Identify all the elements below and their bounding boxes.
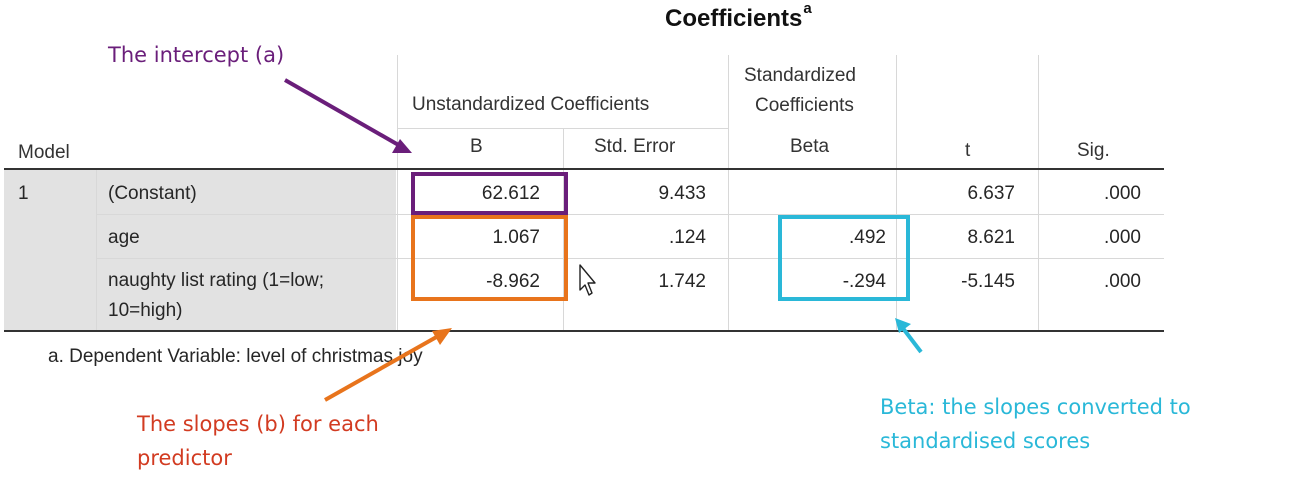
header-divider [1038,55,1039,330]
cell-std-error-naughty: 1.742 [658,271,706,292]
beta-arrow-icon [895,318,923,354]
header-unstandardized-coefficients: Unstandardized Coefficients [412,94,650,115]
beta-annotation-line1: Beta: the slopes converted to [880,395,1191,419]
row-label-age: age [108,227,140,248]
slopes-highlight-box [411,215,568,301]
header-b: B [470,136,483,157]
cell-beta-age: .492 [849,227,886,248]
header-bottom-rule [4,168,1164,170]
cell-sig-constant: .000 [1104,183,1141,204]
header-divider [896,55,897,330]
row-label-naughty-line2: 10=high) [108,300,183,321]
slopes-annotation-line1: The slopes (b) for each [137,412,379,436]
cell-sig-naughty: .000 [1104,271,1141,292]
header-divider [563,128,564,330]
row-divider [96,214,1164,215]
row-label-background [4,170,396,330]
cell-t-constant: 6.637 [967,183,1015,204]
cell-b-constant: 62.612 [481,183,540,204]
table-footnote: a. Dependent Variable: level of christma… [48,346,423,367]
model-number: 1 [18,183,29,204]
table-title-text: Coefficients [665,5,803,32]
header-sig: Sig. [1077,140,1110,161]
table-bottom-rule [4,330,1164,332]
cell-b-naughty: -8.962 [486,271,540,292]
intercept-annotation: The intercept (a) [108,43,285,67]
row-label-naughty-line1: naughty list rating (1=low; [108,270,324,291]
table-title: Coefficientsa [665,0,812,33]
cell-b-age: 1.067 [492,227,540,248]
row-label-constant: (Constant) [108,183,197,204]
cell-std-error-age: .124 [669,227,706,248]
header-divider [397,55,398,330]
row-divider [96,258,1164,259]
header-standardized-line2: Coefficients [755,95,854,116]
cell-beta-naughty: -.294 [842,271,886,292]
header-model: Model [18,142,70,163]
group-header-underline [397,128,728,129]
cell-t-age: 8.621 [967,227,1015,248]
beta-annotation-line2: standardised scores [880,429,1091,453]
cell-t-naughty: -5.145 [961,271,1015,292]
header-beta: Beta [790,136,830,157]
header-t: t [965,140,971,161]
header-divider [728,55,729,330]
title-footnote-marker: a [803,0,812,17]
intercept-arrow-icon [284,78,412,153]
beta-highlight-box [778,215,910,301]
cell-sig-age: .000 [1104,227,1141,248]
slopes-annotation-line2: predictor [137,446,232,470]
intercept-highlight-box [411,172,568,215]
header-divider [96,170,97,330]
header-standardized-line1: Standardized [744,65,856,86]
header-std-error: Std. Error [594,136,676,157]
cell-std-error-constant: 9.433 [658,183,706,204]
